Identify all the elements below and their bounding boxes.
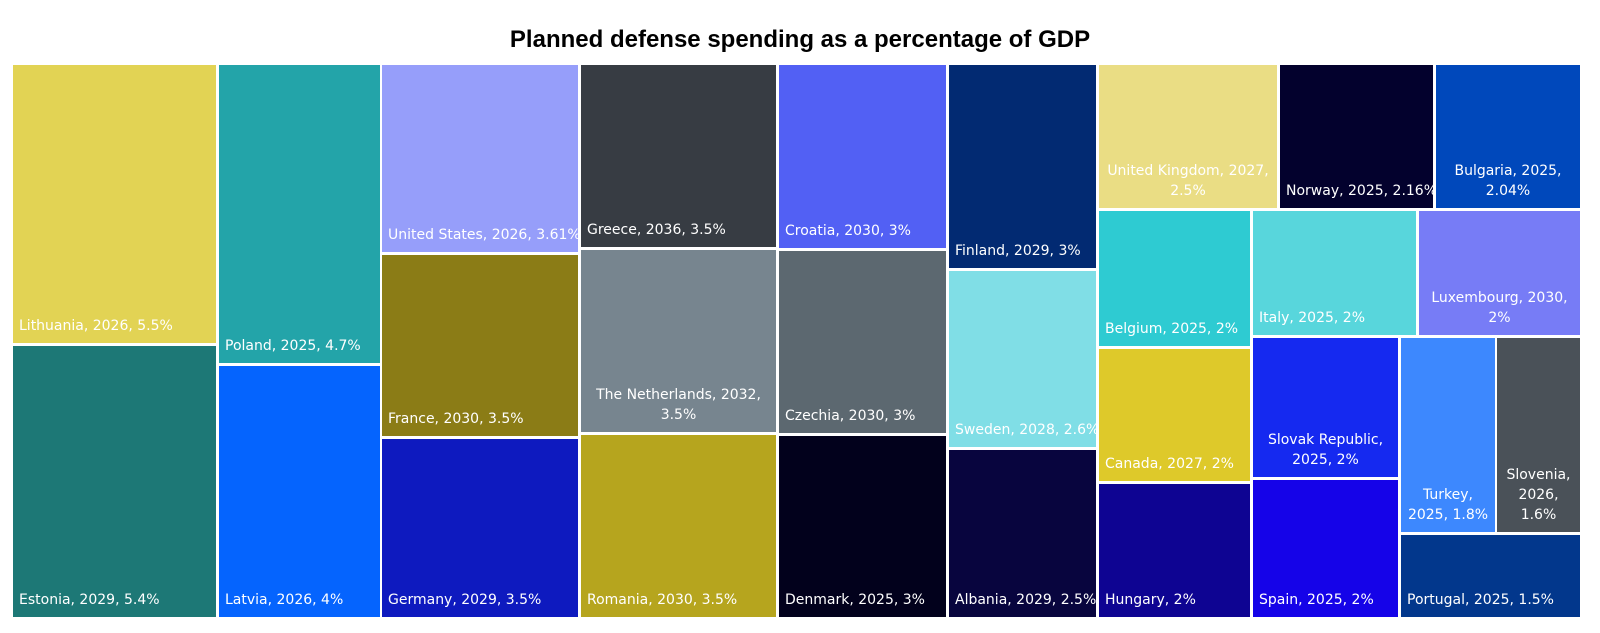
tile-label: Italy, 2025, 2% xyxy=(1259,310,1366,326)
tile-label: Albania, 2029, 2.5% xyxy=(955,592,1096,608)
tile-label: United States, 2026, 3.61% xyxy=(388,227,578,243)
treemap-tile-portugal[interactable]: Portugal, 2025, 1.5% xyxy=(1401,535,1580,617)
tile-label: France, 2030, 3.5% xyxy=(388,411,524,427)
treemap-tile-latvia[interactable]: Latvia, 2026, 4% xyxy=(219,366,380,617)
treemap-tile-bulgaria[interactable]: Bulgaria, 2025, 2.04% xyxy=(1436,65,1580,208)
tile-label: Latvia, 2026, 4% xyxy=(225,592,344,608)
treemap-tile-slovak-republic[interactable]: Slovak Republic, 2025, 2% xyxy=(1253,338,1398,477)
treemap-tile-belgium[interactable]: Belgium, 2025, 2% xyxy=(1099,211,1250,346)
treemap-tile-united-kingdom[interactable]: United Kingdom, 2027, 2.5% xyxy=(1099,65,1277,208)
treemap-tile-canada[interactable]: Canada, 2027, 2% xyxy=(1099,349,1250,481)
tile-label: Luxembourg, 2030, 2% xyxy=(1431,290,1568,326)
tile-label: Hungary, 2% xyxy=(1105,592,1196,608)
chart-title: Planned defense spending as a percentage… xyxy=(509,26,1091,53)
tile-label: Greece, 2036, 3.5% xyxy=(587,222,726,238)
treemap-tile-norway[interactable]: Norway, 2025, 2.16% xyxy=(1280,65,1433,208)
tile-label: Slovenia, 2026, 1.6% xyxy=(1506,467,1571,523)
treemap-tile-united-states[interactable]: United States, 2026, 3.61% xyxy=(382,65,578,252)
treemap-tile-greece[interactable]: Greece, 2036, 3.5% xyxy=(581,65,776,247)
treemap-tile-germany[interactable]: Germany, 2029, 3.5% xyxy=(382,439,578,617)
tile-label: Poland, 2025, 4.7% xyxy=(225,338,361,354)
treemap-tile-slovenia[interactable]: Slovenia, 2026, 1.6% xyxy=(1497,338,1580,532)
tile-label: Spain, 2025, 2% xyxy=(1259,592,1374,608)
treemap-tile-hungary[interactable]: Hungary, 2% xyxy=(1099,484,1250,617)
treemap-tile-sweden[interactable]: Sweden, 2028, 2.6% xyxy=(949,271,1096,447)
tile-label: Germany, 2029, 3.5% xyxy=(388,592,542,608)
treemap-tile-france[interactable]: France, 2030, 3.5% xyxy=(382,255,578,436)
treemap-tile-denmark[interactable]: Denmark, 2025, 3% xyxy=(779,436,946,617)
tile-label: Estonia, 2029, 5.4% xyxy=(19,592,160,608)
treemap-tile-estonia[interactable]: Estonia, 2029, 5.4% xyxy=(13,346,216,617)
treemap-tile-romania[interactable]: Romania, 2030, 3.5% xyxy=(581,435,776,617)
tile-label: Turkey, 2025, 1.8% xyxy=(1407,487,1489,523)
treemap-tile-luxembourg[interactable]: Luxembourg, 2030, 2% xyxy=(1419,211,1580,335)
treemap-tile-spain[interactable]: Spain, 2025, 2% xyxy=(1253,480,1398,617)
tile-label: Norway, 2025, 2.16% xyxy=(1286,183,1433,199)
treemap-tile-czechia[interactable]: Czechia, 2030, 3% xyxy=(779,251,946,433)
tile-label: Finland, 2029, 3% xyxy=(955,243,1081,259)
treemap-tile-finland[interactable]: Finland, 2029, 3% xyxy=(949,65,1096,268)
treemap-tile-italy[interactable]: Italy, 2025, 2% xyxy=(1253,211,1416,335)
tile-label: Romania, 2030, 3.5% xyxy=(587,592,738,608)
treemap-tile-croatia[interactable]: Croatia, 2030, 3% xyxy=(779,65,946,248)
tile-label: Slovak Republic, 2025, 2% xyxy=(1267,432,1384,468)
tile-label: Canada, 2027, 2% xyxy=(1105,456,1234,472)
treemap-tile-lithuania[interactable]: Lithuania, 2026, 5.5% xyxy=(13,65,216,343)
tile-label: Portugal, 2025, 1.5% xyxy=(1407,592,1554,608)
treemap-tile-albania[interactable]: Albania, 2029, 2.5% xyxy=(949,450,1096,617)
tile-label: Lithuania, 2026, 5.5% xyxy=(19,318,173,334)
treemap-tile-the-netherlands[interactable]: The Netherlands, 2032, 3.5% xyxy=(581,250,776,432)
tile-label: Denmark, 2025, 3% xyxy=(785,592,925,608)
tile-label: Croatia, 2030, 3% xyxy=(785,223,911,239)
tile-label: Belgium, 2025, 2% xyxy=(1105,321,1239,337)
treemap-tile-turkey[interactable]: Turkey, 2025, 1.8% xyxy=(1401,338,1495,532)
tile-label: Czechia, 2030, 3% xyxy=(785,408,916,424)
tile-label: Bulgaria, 2025, 2.04% xyxy=(1454,163,1562,199)
tile-label: The Netherlands, 2032, 3.5% xyxy=(596,387,761,423)
tile-label: Sweden, 2028, 2.6% xyxy=(955,422,1096,438)
tile-label: United Kingdom, 2027, 2.5% xyxy=(1107,163,1269,199)
treemap-tile-poland[interactable]: Poland, 2025, 4.7% xyxy=(219,65,380,363)
